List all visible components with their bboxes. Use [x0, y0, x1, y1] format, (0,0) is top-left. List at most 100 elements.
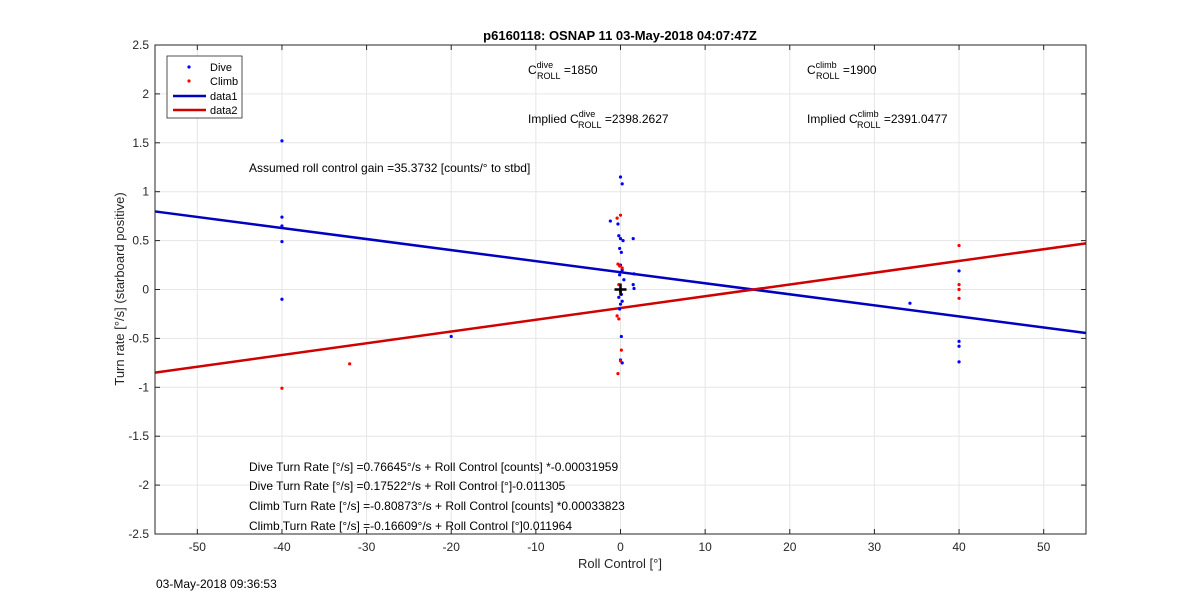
- equation-dive-degrees: Dive Turn Rate [°/s] =0.17522°/s + Roll …: [249, 479, 566, 493]
- dive-point: [618, 175, 623, 179]
- x-tick-label: -40: [273, 540, 291, 554]
- dive-point: [957, 360, 961, 364]
- dive-point: [619, 250, 623, 254]
- x-tick-label: 0: [617, 540, 624, 554]
- implied-dive-value: =2398.2627: [602, 112, 669, 126]
- y-tick-label: -1: [138, 380, 149, 394]
- equation-climb-degrees: Climb Turn Rate [°/s] =-0.16609°/s + Rol…: [249, 519, 572, 533]
- x-tick-label: -50: [189, 540, 207, 554]
- dive-point: [632, 272, 636, 276]
- implied-dive-sub: ROLL: [578, 120, 602, 130]
- dive-point: [632, 286, 636, 291]
- c-climb-value: =1900: [840, 63, 877, 77]
- equation-dive-counts: Dive Turn Rate [°/s] =0.76645°/s + Roll …: [249, 460, 618, 474]
- y-axis-label: Turn rate [°/s] (starboard positive): [112, 192, 127, 385]
- equation-climb-counts: Climb Turn Rate [°/s] =-0.80873°/s + Rol…: [249, 499, 625, 513]
- dive-point: [622, 278, 626, 282]
- dive-point: [608, 219, 612, 223]
- climb-point: [619, 348, 623, 352]
- x-tick-label: 30: [868, 540, 882, 554]
- y-tick-label: 1: [142, 185, 149, 199]
- climb-point: [618, 264, 622, 268]
- x-tick-label: -10: [527, 540, 545, 554]
- y-tick-label: 1.5: [132, 136, 149, 150]
- dive-point: [280, 239, 284, 244]
- x-tick-label: 50: [1037, 540, 1051, 554]
- climb-point: [617, 317, 621, 321]
- legend-climb-marker: [187, 79, 191, 83]
- y-tick-label: -2: [138, 478, 149, 492]
- dive-point: [957, 339, 961, 343]
- gain-annotation: Assumed roll control gain =35.3732 [coun…: [249, 161, 530, 175]
- dive-point: [280, 139, 284, 143]
- dive-point: [621, 239, 625, 243]
- y-tick-label: -1.5: [128, 429, 149, 443]
- dive-point: [618, 273, 622, 277]
- climb-point: [957, 287, 961, 292]
- climb-point: [348, 362, 352, 366]
- chart-title: p6160118: OSNAP 11 03-May-2018 04:07:47Z: [483, 28, 757, 43]
- y-tick-label: -2.5: [128, 527, 149, 541]
- implied-dive-annotation: Implied Cdive ROLL =2398.2627: [528, 109, 669, 130]
- dive-point: [280, 215, 284, 219]
- legend-dive-label: Dive: [210, 62, 232, 74]
- origin-marker: [614, 283, 627, 296]
- c-climb-sup: climb: [816, 60, 837, 70]
- climb-point: [620, 266, 624, 270]
- dive-point: [616, 222, 620, 226]
- legend: Dive Climb data1 data2: [166, 55, 243, 119]
- c-climb-main: C: [807, 63, 816, 77]
- dive-point: [618, 302, 623, 306]
- x-tick-label: 10: [698, 540, 712, 554]
- x-tick-label: 40: [952, 540, 966, 554]
- y-tick-label: 2: [142, 87, 149, 101]
- implied-climb-prefix: Implied C: [807, 112, 858, 126]
- dive-point: [631, 237, 635, 241]
- climb-point: [957, 243, 961, 248]
- dive-point: [908, 301, 912, 305]
- legend-data2-label: data2: [210, 105, 238, 117]
- climb-point: [280, 386, 284, 390]
- climb-point: [616, 372, 620, 376]
- implied-dive-prefix: Implied C: [528, 112, 579, 126]
- implied-climb-value: =2391.0477: [881, 112, 948, 126]
- c-dive-main: C: [528, 63, 537, 77]
- climb-point: [957, 283, 961, 287]
- x-tick-label: -30: [358, 540, 376, 554]
- dive-point: [957, 344, 961, 348]
- dive-point: [617, 234, 621, 238]
- legend-box: [166, 55, 243, 119]
- implied-climb-sup: climb: [858, 109, 879, 119]
- dive-point: [631, 283, 635, 287]
- dive-point: [617, 295, 621, 299]
- x-tick-label: 20: [783, 540, 797, 554]
- c-dive-value: =1850: [561, 63, 598, 77]
- dive-point: [449, 334, 453, 339]
- ticks: [155, 44, 1086, 535]
- implied-climb-annotation: Implied Cclimb ROLL =2391.0477: [807, 109, 948, 130]
- climb-point: [957, 296, 961, 300]
- legend-climb-label: Climb: [210, 76, 238, 88]
- dive-point: [620, 299, 624, 303]
- legend-data1-label: data1: [210, 91, 238, 103]
- x-axis-label: Roll Control [°]: [578, 556, 662, 571]
- dive-point: [280, 297, 284, 301]
- c-dive-sub: ROLL: [537, 71, 561, 81]
- dive-point: [957, 269, 961, 273]
- y-tick-label: 0: [142, 283, 149, 297]
- dive-point: [280, 224, 284, 228]
- climb-point: [618, 213, 623, 217]
- climb-point: [615, 314, 619, 318]
- climb-point: [618, 359, 623, 363]
- y-tick-label: -0.5: [128, 331, 149, 345]
- legend-dive-marker: [187, 65, 191, 69]
- dive-point: [618, 237, 623, 241]
- x-tick-label: -20: [443, 540, 461, 554]
- c-dive-sup: dive: [537, 60, 554, 70]
- c-climb-annotation: Cclimb ROLL =1900: [807, 60, 877, 81]
- dive-point: [618, 246, 622, 251]
- dive-point: [620, 182, 624, 186]
- climb-point: [615, 216, 619, 220]
- c-climb-sub: ROLL: [816, 71, 840, 81]
